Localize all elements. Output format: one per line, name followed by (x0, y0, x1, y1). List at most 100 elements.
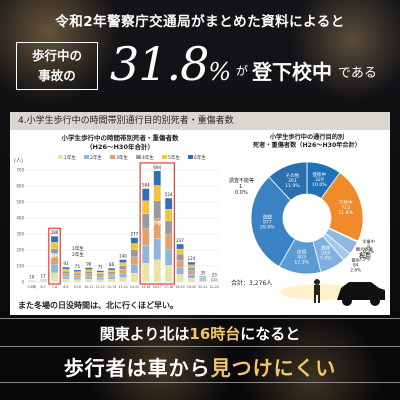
pie-group-label: 私用 (359, 252, 371, 260)
y-tick-label: 500 (16, 200, 24, 205)
bar-highlights: 登校 下校 (48, 162, 175, 285)
bar-segment (142, 200, 150, 214)
footer-2b: 見つけにくい (210, 356, 337, 380)
bar-value-label: 584 (142, 183, 150, 188)
bar-segment (187, 262, 196, 265)
bar-segment (165, 249, 173, 266)
bar-segment (210, 281, 218, 283)
bar-segment (96, 273, 104, 276)
highlight-box (48, 227, 61, 285)
legend-swatch (136, 155, 141, 159)
bar-segment (50, 236, 59, 243)
bar-segment (85, 271, 93, 274)
section-title: 4.小学生歩行中の時間帯別通行目的別死者・重傷者数 (10, 112, 390, 130)
bar-segment (107, 274, 116, 277)
stat-number: 31.8 (110, 37, 209, 91)
highlight-box (139, 162, 175, 285)
bar-segment (199, 278, 207, 280)
bar-chart: 小学生歩行中の時間帯別死者・重傷者数 （H26〜H30年合計） (人) 1年生 2… (14, 133, 220, 310)
bar-segment (199, 280, 207, 283)
pie-slice-label: 下校中 (339, 199, 353, 206)
pie-other-count: 1 (239, 184, 242, 190)
x-tick-label: 10-11 (84, 285, 93, 289)
bar-segment (187, 270, 196, 275)
bar-segment (165, 208, 173, 221)
pie-slice-label: 7.4% (320, 255, 332, 261)
bar-segment (119, 269, 127, 274)
pie-slice-label: 0.3% (363, 249, 374, 254)
x-tick-label: 11-12 (96, 285, 105, 289)
bar-value-label: 90 (86, 262, 92, 267)
bar-segment (130, 273, 139, 283)
bar-value-label: 140 (119, 254, 127, 259)
bar-segment (176, 274, 184, 283)
bar-annotation-2: 2年生 (72, 251, 84, 258)
highlight-label: 登校 (49, 252, 59, 259)
bar-segment (96, 275, 104, 278)
x-tick-label: 19-20 (187, 285, 196, 289)
bar-segment (107, 279, 116, 283)
bar-segment (119, 265, 127, 270)
bar-segment (73, 279, 81, 283)
pie-slice-label: 12.3% (294, 260, 309, 266)
pie-slice-label: 訪問 (297, 249, 307, 256)
footer-line-2: 歩行者は車から見つけにくい (0, 352, 400, 381)
bar-segment (187, 264, 196, 268)
bar-value-label: 237 (176, 238, 184, 243)
bar-value-label: 286 (51, 230, 59, 235)
stat-tail2: である (338, 66, 377, 81)
pie-slice-label: 127 (360, 252, 368, 257)
bar-segment (119, 259, 127, 263)
bar-segment (142, 263, 150, 283)
bar-segment (62, 276, 70, 280)
footer-2a: 歩行者は車から (63, 356, 211, 380)
highlight-label: 下校 (153, 219, 162, 226)
pie-slice-label: 2.6% (350, 267, 361, 272)
bar-value-label: 35 (200, 270, 206, 275)
bar-value-label: 277 (131, 232, 139, 237)
pie-slice (268, 161, 308, 201)
bar-segment (153, 259, 161, 283)
bar-value-label: 17 (41, 273, 47, 278)
legend-label: 1年生 (64, 154, 76, 161)
stat-tail: 登下校中 (252, 60, 332, 84)
pie-slice-label: 観光娯楽 (356, 246, 374, 253)
bar-segment (165, 234, 173, 250)
bar-series (28, 170, 218, 283)
pie-slice-label: 29.8% (260, 225, 275, 231)
bar-value-label: 93 (63, 261, 69, 266)
footer-1b: 16時台 (189, 325, 241, 343)
bar-segment (199, 277, 207, 279)
pie-slices (250, 161, 364, 275)
bar-segment (96, 272, 104, 274)
x-tick-label: 22-24 (210, 285, 219, 289)
bar-value-label: 524 (165, 192, 173, 197)
pie-slice-label: 977 (263, 220, 272, 226)
legend-label: 2年生 (90, 154, 102, 161)
bar-segment (73, 277, 81, 280)
x-tick-label: 15-16 (141, 285, 150, 289)
bar-segment (50, 272, 59, 283)
bar-segment (199, 276, 207, 278)
big-stat: 31.8% (110, 36, 231, 100)
bar-segment (85, 279, 93, 283)
legend-swatch (58, 155, 63, 159)
bar-x-ticks: 0-6時 6-7 7-8 8-9 9-10 10-11 11-12 12-13 13-14 14-… (28, 284, 219, 289)
legend-swatch (110, 155, 115, 159)
bar-annotation-1: 1年生 (72, 245, 84, 252)
bar-segment (165, 265, 173, 283)
bar-segment (50, 264, 59, 273)
bar-chart-title: 小学生歩行中の時間帯別死者・重傷者数 (61, 133, 180, 142)
x-tick-label: 17-18 (164, 285, 173, 289)
bar-segment (62, 278, 70, 283)
bar-segment (153, 185, 161, 202)
bar-value-label: 124 (188, 256, 196, 261)
bar-segment (85, 273, 93, 277)
bar-segment (142, 228, 150, 246)
x-tick-label: 14-15 (130, 285, 139, 289)
footer-divider-top (0, 318, 400, 319)
x-tick-label: 8-9 (63, 285, 68, 289)
pie-slice-label: 散歩 (351, 256, 359, 263)
pedestrian-icon (314, 279, 320, 303)
pie-slice-label: その他 (285, 172, 299, 179)
